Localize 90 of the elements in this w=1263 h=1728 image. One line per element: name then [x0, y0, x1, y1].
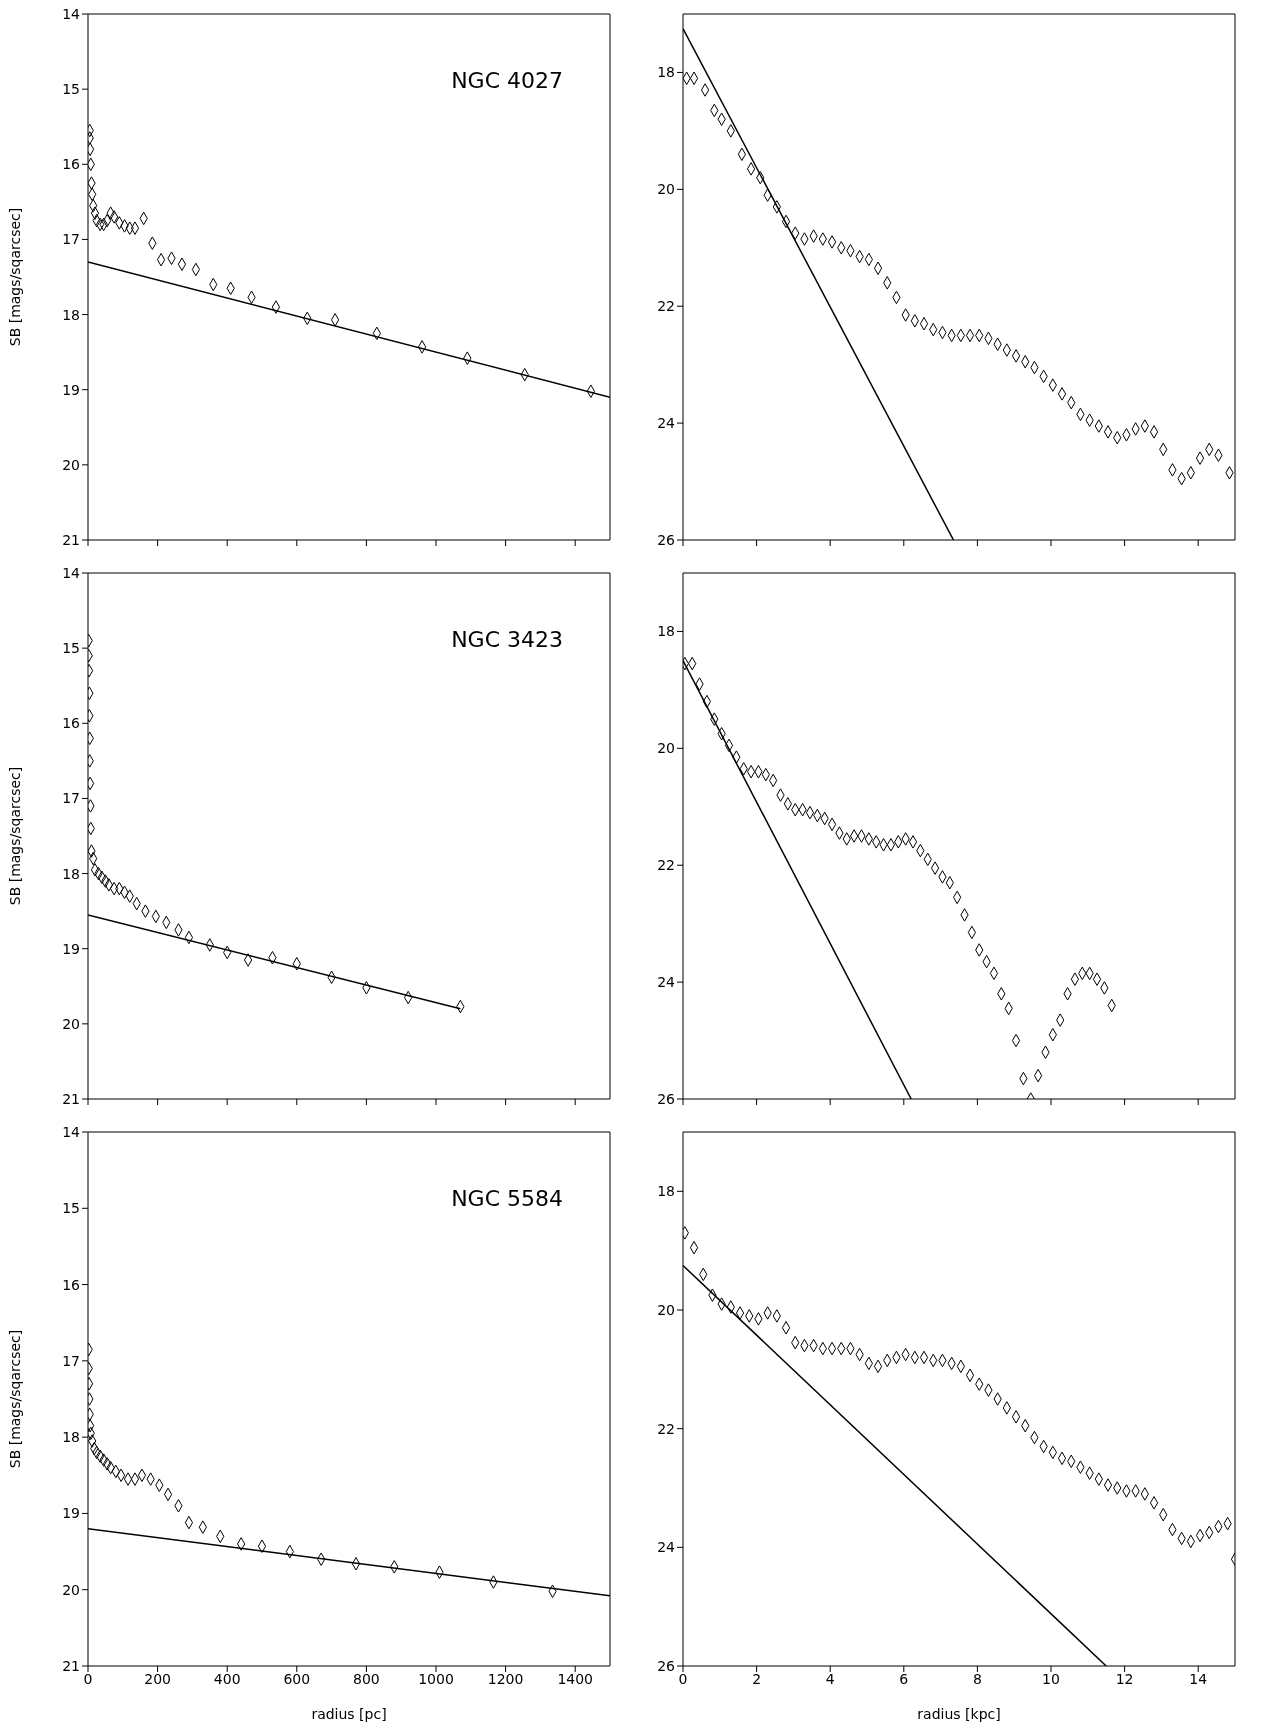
annotation: NGC 5584 — [451, 1186, 563, 1211]
y-tick-label: 16 — [62, 156, 81, 173]
point — [90, 863, 100, 877]
x-tick-label: 1400 — [557, 1670, 594, 1687]
y-tick-label: 26 — [657, 531, 676, 548]
y-axis-title: SB [mags/sqarcsec] — [6, 1329, 23, 1469]
y-tick-label: 22 — [657, 1420, 675, 1437]
x-tick-label: 0 — [678, 1670, 688, 1687]
x-tick-label: 2 — [752, 1670, 762, 1687]
point — [919, 317, 929, 331]
x-tick-label: 12 — [1115, 1670, 1134, 1687]
annotation: NGC 3423 — [451, 627, 563, 652]
point — [243, 953, 253, 967]
y-tick-label: 16 — [62, 715, 81, 732]
point — [1149, 425, 1159, 439]
y-tick-label: 16 — [62, 1276, 81, 1293]
point — [1057, 387, 1067, 401]
y-axis-title: SB [mags/sqarcsec] — [6, 207, 23, 347]
point — [130, 1472, 140, 1486]
y-tick-label: 19 — [62, 940, 80, 957]
x-tick-label: 0 — [83, 1670, 93, 1687]
y-tick-label: 17 — [62, 231, 80, 248]
x-tick-label: 6 — [899, 1670, 909, 1687]
y-tick-label: 20 — [62, 1581, 80, 1598]
y-tick-label: 20 — [62, 456, 80, 473]
point — [351, 1557, 361, 1571]
y-tick-label: 18 — [657, 64, 675, 81]
y-tick-label: 21 — [62, 1657, 80, 1674]
x-axis-title: radius [pc] — [311, 1706, 387, 1722]
y-axis-title: SB [mags/sqarcsec] — [6, 766, 23, 906]
y-tick-label: 26 — [657, 1090, 676, 1107]
point — [330, 313, 340, 327]
x-tick-label: 600 — [283, 1670, 311, 1687]
point — [700, 83, 710, 97]
x-tick-label: 1000 — [418, 1670, 454, 1687]
y-tick-label: 24 — [657, 415, 676, 432]
y-tick-label: 17 — [62, 790, 80, 807]
y-tick-label: 26 — [657, 1657, 676, 1674]
y-tick-label: 18 — [657, 623, 675, 640]
point — [873, 261, 883, 275]
point — [746, 162, 756, 176]
x-axis-title: radius [kpc] — [917, 1706, 1001, 1722]
y-tick-label: 18 — [62, 1429, 80, 1446]
x-tick-label: 4 — [825, 1670, 835, 1687]
x-tick-label: 200 — [144, 1670, 171, 1687]
point — [930, 861, 940, 875]
y-tick-label: 18 — [62, 865, 80, 882]
point — [130, 221, 140, 235]
y-tick-label: 14 — [62, 1123, 81, 1140]
x-tick-label: 1200 — [487, 1670, 524, 1687]
point — [417, 340, 427, 354]
point — [1103, 425, 1113, 439]
y-tick-label: 14 — [62, 5, 81, 22]
y-tick-label: 19 — [62, 381, 80, 398]
x-tick-label: 10 — [1042, 1670, 1060, 1687]
point — [123, 1472, 133, 1486]
point — [1070, 972, 1080, 986]
y-tick-label: 21 — [62, 1090, 80, 1107]
y-tick-label: 21 — [62, 531, 80, 548]
y-tick-label: 20 — [657, 740, 675, 757]
y-tick-label: 19 — [62, 1505, 80, 1522]
y-tick-label: 18 — [657, 1183, 675, 1200]
y-tick-label: 20 — [657, 1301, 675, 1318]
point — [1011, 349, 1021, 363]
y-tick-label: 15 — [62, 1200, 80, 1217]
point — [271, 300, 281, 314]
point — [90, 206, 100, 220]
y-tick-label: 24 — [657, 1539, 676, 1556]
y-tick-label: 22 — [657, 298, 675, 315]
y-tick-label: 17 — [62, 1352, 80, 1369]
x-tick-label: 14 — [1189, 1670, 1208, 1687]
y-tick-label: 18 — [62, 306, 80, 323]
point — [886, 838, 896, 852]
y-tick-label: 14 — [62, 564, 81, 581]
point — [1195, 451, 1205, 465]
point — [827, 235, 837, 249]
point — [908, 835, 918, 849]
y-tick-label: 20 — [657, 181, 675, 198]
y-tick-label: 20 — [62, 1015, 80, 1032]
point — [257, 1539, 267, 1553]
point — [1092, 972, 1102, 986]
y-tick-label: 15 — [62, 81, 80, 98]
y-tick-label: 24 — [657, 974, 676, 991]
x-tick-label: 8 — [972, 1670, 982, 1687]
y-tick-label: 22 — [657, 857, 675, 874]
x-tick-label: 400 — [213, 1670, 241, 1687]
y-tick-label: 15 — [62, 640, 80, 657]
x-tick-label: 800 — [353, 1670, 380, 1687]
point — [177, 257, 187, 271]
annotation: NGC 4027 — [451, 68, 563, 93]
